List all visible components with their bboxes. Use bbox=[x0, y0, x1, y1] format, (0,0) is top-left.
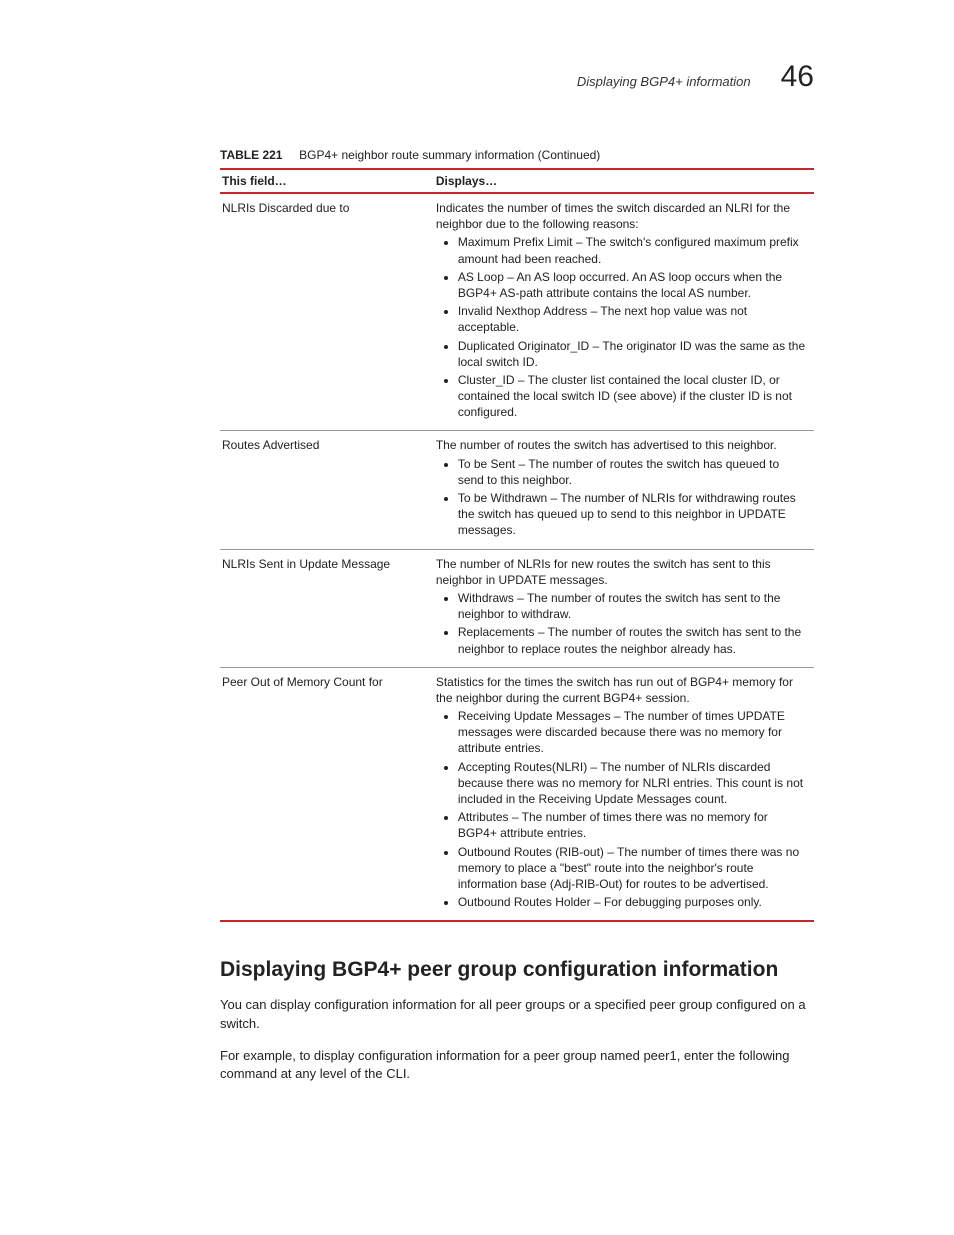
displays-bullet: Outbound Routes Holder – For debugging p… bbox=[458, 894, 808, 910]
table-row: Routes AdvertisedThe number of routes th… bbox=[220, 431, 814, 549]
displays-bullet: Cluster_ID – The cluster list contained … bbox=[458, 372, 808, 421]
column-header-field: This field… bbox=[220, 169, 434, 193]
table-caption: TABLE 221 BGP4+ neighbor route summary i… bbox=[220, 148, 814, 162]
header-subtitle: Displaying BGP4+ information bbox=[577, 74, 751, 89]
displays-bullet: Accepting Routes(NLRI) – The number of N… bbox=[458, 759, 808, 808]
field-cell: Routes Advertised bbox=[220, 431, 434, 549]
displays-intro: The number of NLRIs for new routes the s… bbox=[436, 556, 808, 588]
displays-bullet: Attributes – The number of times there w… bbox=[458, 809, 808, 841]
displays-bullet: To be Withdrawn – The number of NLRIs fo… bbox=[458, 490, 808, 539]
displays-bullet: Outbound Routes (RIB-out) – The number o… bbox=[458, 844, 808, 893]
section-paragraph: For example, to display configuration in… bbox=[220, 1047, 814, 1083]
displays-intro: Indicates the number of times the switch… bbox=[436, 200, 808, 232]
section-heading: Displaying BGP4+ peer group configuratio… bbox=[220, 958, 814, 982]
displays-bullet: Duplicated Originator_ID – The originato… bbox=[458, 338, 808, 370]
section-paragraph: You can display configuration informatio… bbox=[220, 996, 814, 1032]
table-row: Peer Out of Memory Count forStatistics f… bbox=[220, 667, 814, 921]
displays-intro: Statistics for the times the switch has … bbox=[436, 674, 808, 706]
displays-cell: Statistics for the times the switch has … bbox=[434, 667, 814, 921]
table-header-row: This field… Displays… bbox=[220, 169, 814, 193]
displays-bullet-list: Maximum Prefix Limit – The switch's conf… bbox=[436, 234, 808, 420]
neighbor-summary-table: This field… Displays… NLRIs Discarded du… bbox=[220, 168, 814, 922]
displays-cell: The number of routes the switch has adve… bbox=[434, 431, 814, 549]
displays-bullet-list: Withdraws – The number of routes the swi… bbox=[436, 590, 808, 657]
table-row: NLRIs Sent in Update MessageThe number o… bbox=[220, 549, 814, 667]
field-cell: Peer Out of Memory Count for bbox=[220, 667, 434, 921]
displays-bullet: Invalid Nexthop Address – The next hop v… bbox=[458, 303, 808, 335]
displays-bullet: Maximum Prefix Limit – The switch's conf… bbox=[458, 234, 808, 266]
displays-cell: The number of NLRIs for new routes the s… bbox=[434, 549, 814, 667]
table-row: NLRIs Discarded due toIndicates the numb… bbox=[220, 193, 814, 431]
displays-bullet-list: Receiving Update Messages – The number o… bbox=[436, 708, 808, 910]
table-label: TABLE 221 bbox=[220, 148, 282, 162]
displays-bullet: Receiving Update Messages – The number o… bbox=[458, 708, 808, 757]
displays-cell: Indicates the number of times the switch… bbox=[434, 193, 814, 431]
displays-bullet: To be Sent – The number of routes the sw… bbox=[458, 456, 808, 488]
column-header-displays: Displays… bbox=[434, 169, 814, 193]
displays-intro: The number of routes the switch has adve… bbox=[436, 437, 808, 453]
field-cell: NLRIs Sent in Update Message bbox=[220, 549, 434, 667]
displays-bullet: AS Loop – An AS loop occurred. An AS loo… bbox=[458, 269, 808, 301]
field-cell: NLRIs Discarded due to bbox=[220, 193, 434, 431]
chapter-number: 46 bbox=[781, 60, 814, 94]
displays-bullet: Replacements – The number of routes the … bbox=[458, 624, 808, 656]
page-header: Displaying BGP4+ information 46 bbox=[220, 60, 814, 94]
table-caption-text: BGP4+ neighbor route summary information… bbox=[299, 148, 600, 162]
displays-bullet-list: To be Sent – The number of routes the sw… bbox=[436, 456, 808, 539]
displays-bullet: Withdraws – The number of routes the swi… bbox=[458, 590, 808, 622]
